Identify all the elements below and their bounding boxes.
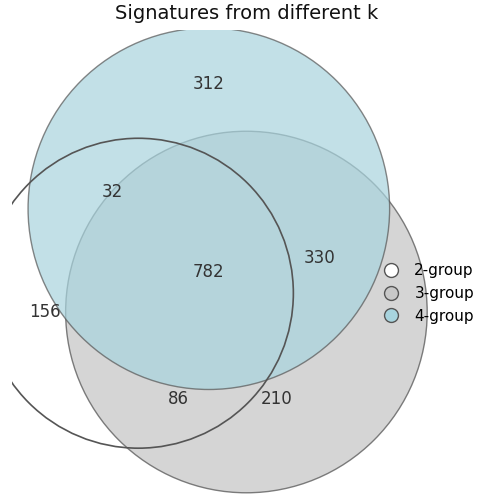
- Text: 330: 330: [303, 249, 335, 267]
- Text: 782: 782: [193, 263, 225, 281]
- Text: 210: 210: [261, 390, 293, 408]
- Legend: 2-group, 3-group, 4-group: 2-group, 3-group, 4-group: [376, 263, 474, 324]
- Text: 32: 32: [102, 183, 123, 201]
- Text: 86: 86: [168, 390, 189, 408]
- Text: 156: 156: [29, 303, 60, 321]
- Title: Signatures from different k: Signatures from different k: [115, 4, 378, 23]
- Circle shape: [28, 28, 390, 390]
- Circle shape: [66, 131, 427, 493]
- Text: 312: 312: [193, 75, 225, 93]
